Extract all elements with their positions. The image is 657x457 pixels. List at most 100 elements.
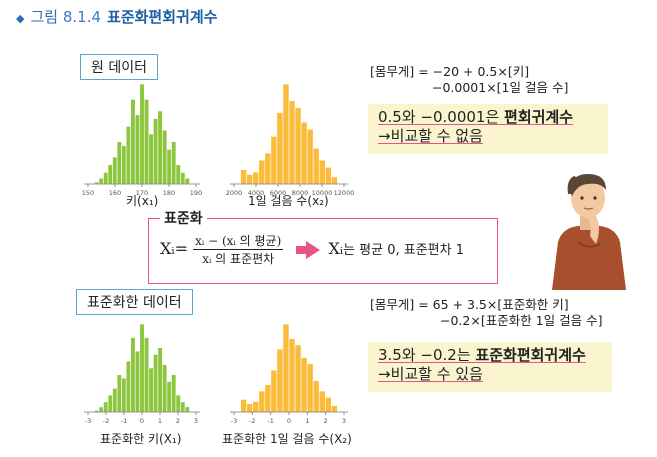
histogram-bar bbox=[276, 348, 284, 413]
x-tick-label: 150 bbox=[82, 189, 94, 197]
histogram-bar bbox=[121, 145, 127, 185]
histogram-bar bbox=[134, 114, 141, 185]
histogram-bar bbox=[258, 390, 266, 413]
histogram-bar bbox=[107, 394, 113, 413]
histogram-bar bbox=[252, 401, 260, 413]
histogram-bar bbox=[148, 133, 154, 185]
histogram-bar bbox=[171, 374, 177, 413]
histogram-bar bbox=[103, 401, 109, 413]
std-conclusion-pre: 3.5와 −0.2는 bbox=[378, 346, 476, 364]
figure-title: ◆ 그림 8.1.4 표준화편회귀계수 bbox=[16, 6, 217, 27]
histogram-bar bbox=[252, 171, 260, 185]
histogram-bar bbox=[294, 107, 302, 185]
raw-height-xlabel: 키(x₁) bbox=[126, 194, 159, 208]
std-data-tag: 표준화한 데이터 bbox=[76, 289, 193, 315]
pink-arrow-icon bbox=[296, 240, 321, 259]
std-height-histogram: -3 -2 -1 0 1 2 3 bbox=[84, 323, 200, 425]
histogram-bar bbox=[125, 126, 131, 185]
x-tick-label: 170 bbox=[136, 189, 148, 197]
x-tick-label: -2 bbox=[249, 417, 255, 425]
histogram-bar bbox=[166, 381, 172, 413]
histogram-bar bbox=[246, 174, 254, 185]
standardization-box bbox=[148, 218, 498, 284]
histogram-bar bbox=[306, 128, 314, 185]
x-tick-label: 6000 bbox=[270, 189, 287, 197]
histogram-bar bbox=[130, 337, 136, 413]
formula-result-var: Xᵢ bbox=[328, 239, 344, 258]
std-regression-line1: [몸무게] = 65 + 3.5×[표준화한 키] bbox=[370, 297, 569, 312]
histogram-bar bbox=[125, 360, 131, 413]
formula-fraction: xᵢ − (xᵢ 의 평균) xᵢ 의 표준편차 bbox=[193, 232, 284, 267]
histogram-bar bbox=[300, 121, 308, 185]
x-tick-label: 12000 bbox=[334, 189, 355, 197]
raw-regression-line1: [몸무게] = −20 + 0.5×[키] bbox=[370, 64, 530, 79]
raw-conclusion-text: 0.5와 −0.0001은 편회귀계수 bbox=[378, 108, 573, 126]
histogram-bar bbox=[264, 384, 272, 413]
histogram-bar bbox=[282, 323, 290, 413]
title-marker: ◆ bbox=[16, 12, 25, 25]
standardization-title: 표준화 bbox=[160, 208, 207, 228]
histogram-bar bbox=[312, 147, 320, 185]
histogram-bar bbox=[312, 380, 320, 413]
histogram-bar bbox=[139, 83, 145, 185]
histogram-bar bbox=[240, 169, 247, 185]
histogram-bar bbox=[130, 99, 136, 185]
x-tick-label: 3 bbox=[342, 417, 346, 425]
histogram-bar bbox=[318, 159, 326, 185]
histogram-bar bbox=[112, 388, 118, 413]
histogram-bar bbox=[240, 399, 247, 413]
standardization-formula: Xᵢ= xᵢ − (xᵢ 의 평균) xᵢ 의 표준편차 Xᵢ는 평균 0, 표… bbox=[160, 232, 464, 267]
histogram-bar bbox=[258, 159, 266, 185]
histogram-bar bbox=[270, 136, 278, 185]
formula-numerator: xᵢ − (xᵢ 의 평균) bbox=[193, 234, 284, 250]
formula-lhs: Xᵢ= bbox=[160, 239, 189, 258]
raw-conclusion-line2: →비교할 수 없음 bbox=[378, 127, 483, 145]
raw-steps-xlabel: 1일 걸음 수(x₂) bbox=[248, 194, 329, 208]
x-tick-label: 0 bbox=[287, 417, 291, 425]
raw-conclusion: 0.5와 −0.0001은 편회귀계수 →비교할 수 없음 bbox=[368, 104, 608, 154]
std-conclusion-line2: →비교할 수 있음 bbox=[378, 365, 483, 383]
histogram-bar bbox=[166, 149, 172, 185]
histogram-bar bbox=[318, 390, 326, 413]
raw-regression-line2: −0.0001×[1일 걸음 수] bbox=[432, 80, 569, 95]
x-tick-label: -3 bbox=[85, 417, 91, 425]
histogram-bar bbox=[180, 401, 186, 413]
histogram-bar bbox=[288, 100, 296, 185]
histogram-bar bbox=[116, 374, 122, 413]
x-tick-label: 2 bbox=[324, 417, 328, 425]
x-tick-label: 190 bbox=[190, 189, 202, 197]
histogram-bar bbox=[116, 141, 122, 185]
x-tick-label: -1 bbox=[267, 417, 273, 425]
histogram-bar bbox=[324, 167, 332, 185]
histogram-bar bbox=[288, 338, 296, 413]
raw-height-histogram: 150 160 170 180 190 bbox=[82, 83, 202, 197]
x-tick-label: 10000 bbox=[312, 189, 333, 197]
histogram-bar bbox=[107, 164, 113, 185]
histogram-bar bbox=[180, 172, 186, 185]
histogram-bar bbox=[162, 129, 168, 185]
histogram-bar bbox=[134, 350, 141, 413]
x-tick-label: 3 bbox=[194, 417, 198, 425]
x-tick-label: 2000 bbox=[226, 189, 243, 197]
histogram-bar bbox=[331, 176, 338, 185]
histogram-bar bbox=[184, 406, 190, 413]
histogram-bar bbox=[157, 347, 163, 413]
histogram-bar bbox=[98, 177, 104, 185]
std-conclusion-bold: 표준화편회귀계수 bbox=[475, 346, 586, 364]
raw-steps-histogram: 2000 4000 6000 8000 10000 12000 bbox=[226, 83, 355, 197]
histogram-bar bbox=[270, 369, 278, 413]
figure-label: 그림 bbox=[30, 8, 59, 26]
std-steps-xlabel: 표준화한 1일 걸음 수(X₂) bbox=[222, 432, 352, 446]
figure-name: 표준화편회귀계수 bbox=[107, 8, 218, 26]
x-tick-label: 2 bbox=[176, 417, 180, 425]
x-tick-label: -2 bbox=[103, 417, 109, 425]
histogram-bar bbox=[153, 354, 159, 413]
histogram-bar bbox=[306, 363, 314, 413]
histogram-bar bbox=[153, 118, 159, 185]
x-tick-label: 0 bbox=[140, 417, 144, 425]
x-tick-label: -3 bbox=[231, 417, 237, 425]
x-tick-label: 160 bbox=[109, 189, 121, 197]
histogram-bar bbox=[139, 323, 145, 413]
histogram-bar bbox=[264, 152, 272, 185]
x-tick-label: 1 bbox=[305, 417, 309, 425]
